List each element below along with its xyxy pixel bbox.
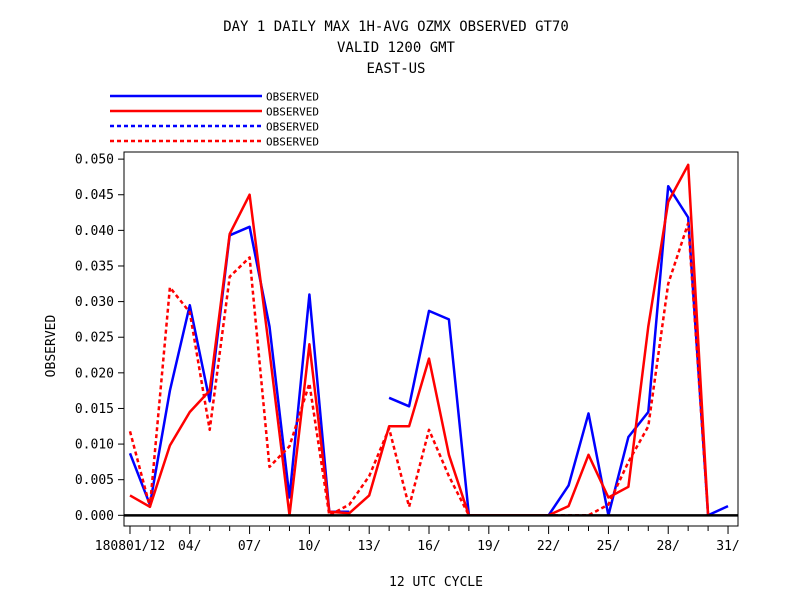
x-tick-label: 19/ (477, 539, 500, 554)
y-tick-label: 0.040 (75, 224, 114, 239)
x-tick-label: 04/ (178, 539, 201, 554)
x-tick-label: 28/ (656, 539, 679, 554)
x-tick-label: 25/ (597, 539, 620, 554)
x-axis-label: 12 UTC CYCLE (389, 575, 483, 590)
y-tick-label: 0.035 (75, 259, 114, 274)
y-tick-label: 0.045 (75, 188, 114, 203)
legend-label: OBSERVED (266, 106, 319, 119)
series-line (128, 221, 710, 517)
legend-label: OBSERVED (266, 91, 319, 104)
y-axis-ticks: 0.000 0.005 0.010 0.015 0.020 0.025 0.030 0.035… (75, 153, 124, 524)
x-tick-label: 31/ (716, 539, 739, 554)
plot-frame (123, 151, 739, 527)
chart-title-line-3: EAST-US (366, 61, 426, 77)
y-tick-label: 0.050 (75, 153, 114, 168)
series-line (547, 184, 729, 517)
chart-title-line-1: DAY 1 DAILY MAX 1H-AVG OZMX OBSERVED GT7… (223, 19, 569, 35)
legend-label: OBSERVED (266, 121, 319, 134)
y-tick-label: 0.025 (75, 331, 114, 346)
series-line (128, 225, 350, 514)
series-line (388, 309, 471, 516)
x-axis-ticks: 180801/12 04/07/10/13/16/19/22/25/28/31/ (95, 526, 740, 554)
y-tick-label: 0.000 (75, 509, 114, 524)
y-tick-label: 0.005 (75, 473, 114, 488)
x-tick-label: 07/ (238, 539, 261, 554)
x-tick-label: 10/ (298, 539, 321, 554)
chart-title-line-2: VALID 1200 GMT (336, 40, 455, 56)
y-axis-label: OBSERVED (44, 315, 59, 378)
x-tick-label: 180801/12 (95, 539, 165, 554)
y-tick-label: 0.020 (75, 366, 114, 381)
x-tick-label: 13/ (357, 539, 380, 554)
y-tick-label: 0.030 (75, 295, 114, 310)
series-group (128, 163, 729, 517)
legend-label: OBSERVED (266, 136, 319, 149)
y-tick-label: 0.015 (75, 402, 114, 417)
x-tick-label: 22/ (537, 539, 560, 554)
x-tick-label: 16/ (417, 539, 440, 554)
y-tick-label: 0.010 (75, 438, 114, 453)
legend: OBSERVED OBSERVED OBSERVED OBSERVED (110, 91, 319, 149)
series-line (129, 163, 710, 517)
